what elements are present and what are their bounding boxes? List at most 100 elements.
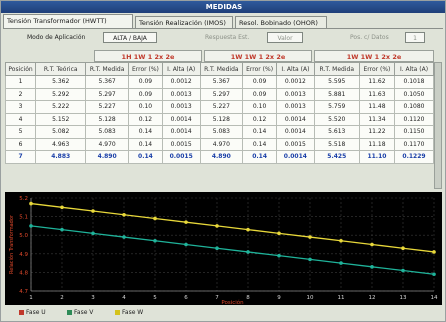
column-header[interactable]: Error (%) (242, 62, 278, 76)
legend-label: Fase V (74, 309, 94, 316)
table-cell: 5.595 (313, 75, 360, 89)
table-cell: 5.362 (35, 75, 87, 89)
x-tick-label: 11 (338, 295, 345, 301)
response-select[interactable]: Valor (267, 32, 303, 43)
x-tick-label: 6 (184, 295, 188, 301)
column-header[interactable]: I. Alta (A) (161, 62, 201, 76)
column-header[interactable]: Error (%) (127, 62, 163, 76)
table-cell: 0.09 (242, 75, 278, 89)
data-point (277, 231, 281, 236)
table-cell: 0.0014 (161, 112, 201, 126)
table-cell: 7 (4, 150, 37, 164)
table-cell: 4.890 (85, 150, 129, 164)
table-cell: 4.970 (199, 137, 244, 151)
table-cell: 11.62 (358, 75, 396, 89)
table-cell: 4.963 (35, 137, 87, 151)
table-cell: 11.22 (358, 125, 396, 139)
table-cell: 6 (4, 137, 37, 151)
table-cell: 5.367 (85, 75, 129, 89)
table-cell: 0.0014 (276, 150, 315, 164)
table-cell: 1 (4, 75, 37, 89)
table-scrollbar[interactable] (434, 62, 442, 189)
legend-item: Fase U (19, 309, 46, 316)
column-header[interactable]: R.T. Teórica (35, 62, 87, 76)
table-row[interactable]: 4 5.152 5.128 0.12 0.0014 5.128 0.12 0.0014 5.52… (4, 112, 434, 126)
position-field[interactable]: 1 (405, 32, 425, 43)
column-header[interactable]: I. Alta (A) (394, 62, 434, 76)
table-cell: 4.970 (85, 137, 129, 151)
data-point (60, 205, 64, 210)
table-cell: 5.613 (313, 125, 360, 139)
data-point (246, 250, 250, 254)
position-label: Pos. c/ Datos (350, 34, 389, 41)
table-cell: 11.63 (358, 87, 396, 101)
table-cell: 0.10 (127, 100, 163, 114)
group-header-3: 1W 1W 1 2x 2e (314, 50, 434, 62)
x-tick-label: 7 (215, 295, 219, 301)
x-tick-label: 13 (400, 295, 407, 301)
column-header[interactable]: I. Alta (A) (276, 62, 315, 76)
table-cell: 0.0013 (161, 100, 201, 114)
legend-swatch (115, 310, 120, 315)
x-tick-label: 8 (246, 295, 250, 301)
table-cell: 5.367 (199, 75, 244, 89)
column-header[interactable]: Error (%) (358, 62, 396, 76)
data-point (339, 238, 343, 243)
y-tick-label: 5.1 (19, 215, 28, 221)
x-tick-label: 10 (307, 295, 314, 301)
table-cell: 0.0015 (161, 137, 201, 151)
mode-select[interactable]: ALTA / BAJA (103, 32, 157, 43)
measurements-table: Posición R.T. Teórica R.T. Medida Error (%)… (4, 62, 434, 164)
data-point (370, 265, 374, 269)
column-header[interactable]: Posición (4, 62, 37, 76)
legend-item: Fase V (67, 309, 93, 316)
table-cell: 0.09 (127, 75, 163, 89)
table-cell: 0.0013 (276, 87, 315, 101)
table-cell: 5.083 (199, 125, 244, 139)
data-point (432, 272, 436, 277)
x-tick-label: 12 (369, 295, 376, 301)
data-point (153, 238, 157, 243)
legend-swatch (19, 310, 24, 315)
table-cell: 0.1150 (394, 125, 434, 139)
x-tick-label: 4 (122, 295, 126, 301)
table-row[interactable]: 1 5.362 5.367 0.09 0.0012 5.367 0.09 0.0012 5.59… (4, 75, 434, 89)
table-row[interactable]: 3 5.222 5.227 0.10 0.0013 5.227 0.10 0.0013 5.75… (4, 100, 434, 114)
column-header[interactable]: R.T. Medida (85, 62, 129, 76)
table-cell: 0.0012 (161, 75, 201, 89)
table-cell: 0.14 (127, 137, 163, 151)
table-cell: 5.152 (35, 112, 87, 126)
table-row[interactable]: 2 5.292 5.297 0.09 0.0013 5.297 0.09 0.0013 5.88… (4, 87, 434, 101)
table-cell: 5.425 (313, 150, 360, 164)
table-cell: 5.297 (85, 87, 129, 101)
data-point (277, 253, 281, 258)
table-cell: 5.881 (313, 87, 360, 101)
data-point (370, 242, 374, 247)
ratio-chart: 4.74.84.95.05.15.21 2 3 4 5 6 7 8 9 10 11 12 13 14Rel… (8, 196, 438, 306)
legend-label: Fase U (26, 309, 46, 316)
tab-resol-bobinado[interactable]: Resol. Bobinado (OHOR) (235, 16, 327, 28)
table-cell: 4.883 (35, 150, 87, 164)
chart-area: 4.7 4.8 4.9 5.0 5.1 5.2 1 2 3 4 5 6 7 8 9 10 11 12 13 14 Rel… (5, 192, 442, 306)
table-cell: 0.1229 (394, 150, 434, 164)
table-cell: 0.1050 (394, 87, 434, 101)
tab-tension-transformador[interactable]: Tensión Transformador (HWTT) (3, 14, 133, 28)
legend-item: Fase W (115, 309, 143, 316)
data-point (29, 201, 33, 206)
table-row[interactable]: 7 4.883 4.890 0.14 0.0015 4.890 0.14 0.0014 5.42… (4, 150, 434, 164)
table-cell: 0.1018 (394, 75, 434, 89)
tab-tension-realizacion[interactable]: Tensión Realización (IMOS) (135, 16, 233, 28)
table-row[interactable]: 5 5.082 5.083 0.14 0.0014 5.083 0.14 0.0014 5.61… (4, 125, 434, 139)
y-tick-label: 4.7 (19, 289, 28, 295)
table-cell: 11.34 (358, 112, 396, 126)
data-point (215, 224, 219, 228)
data-point (91, 231, 95, 236)
table-row[interactable]: 6 4.963 4.970 0.14 0.0015 4.970 0.14 0.0015 5.51… (4, 137, 434, 151)
table-cell: 0.1170 (394, 137, 434, 151)
series-line (30, 202, 435, 253)
column-header[interactable]: R.T. Medida (199, 62, 244, 76)
window-title: MEDIDAS (1, 1, 445, 13)
column-header[interactable]: R.T. Medida (313, 62, 360, 76)
table-cell: 4.890 (199, 150, 244, 164)
